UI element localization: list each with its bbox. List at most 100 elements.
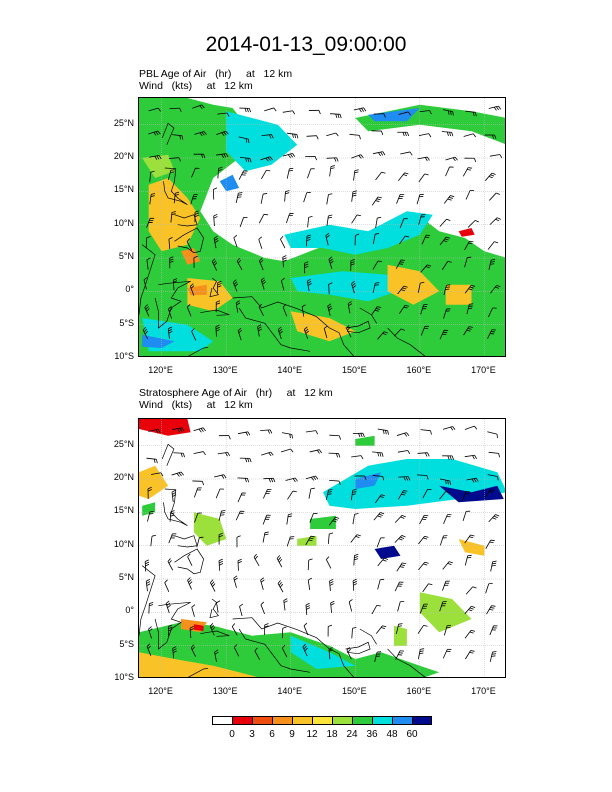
wind-barb (487, 474, 499, 481)
wind-barb (373, 512, 385, 521)
wind-barb (416, 193, 424, 205)
field-region (297, 535, 317, 546)
wind-barb (145, 236, 151, 248)
wind-barb (309, 449, 322, 454)
wind-barb (237, 558, 242, 571)
wind-barb (143, 277, 148, 290)
wind-barb (442, 109, 454, 116)
wind-barb (326, 193, 333, 205)
wind-barb (394, 514, 406, 523)
wind-barb (351, 154, 364, 159)
wind-barb (439, 535, 448, 546)
wind-barb (397, 600, 405, 612)
wind-barb (464, 554, 472, 566)
wind-barb (465, 189, 475, 200)
wind-barb (373, 113, 386, 118)
wind-barb (351, 455, 364, 460)
wind-barb (396, 432, 410, 437)
wind-barb (464, 256, 472, 268)
wind-barb (261, 169, 271, 180)
wind-barb (467, 220, 479, 228)
wind-barb (211, 258, 218, 271)
wind-barb (486, 605, 496, 615)
wind-barb (239, 217, 248, 228)
wind-barb (214, 649, 219, 662)
wind-barb (464, 534, 475, 544)
wind-barb (442, 648, 452, 659)
wind-barb (443, 308, 451, 319)
wind-barb (301, 304, 306, 317)
wind-barb (285, 477, 298, 483)
wind-barb (419, 603, 428, 614)
wind-barb (371, 604, 381, 615)
wind-barb (307, 577, 312, 591)
wind-barb (377, 331, 388, 340)
wind-barb (307, 168, 315, 179)
wind-barb (145, 578, 151, 592)
wind-barb (328, 282, 333, 295)
wind-barb (258, 236, 263, 249)
panel-2-lat-label: 5°N (118, 572, 134, 582)
wind-barb (350, 488, 357, 501)
panel-1-lat-label: 25°N (113, 117, 134, 128)
wind-barb (216, 130, 229, 136)
wind-barb (193, 451, 206, 456)
wind-barb (257, 324, 262, 337)
wind-barb (348, 599, 353, 612)
wind-barb (303, 192, 311, 203)
wind-barb (191, 328, 197, 341)
panel-1-lat-label: 20°N (113, 151, 134, 161)
wind-barb (168, 237, 173, 250)
wind-barb (239, 603, 244, 617)
wind-barb (304, 261, 309, 274)
panel-1-lon-label: 150°E (341, 365, 367, 375)
wind-barb (347, 301, 353, 314)
wind-barb (377, 428, 389, 435)
wind-barb (329, 479, 341, 486)
wind-barb (284, 190, 290, 202)
wind-barb (400, 151, 413, 156)
wind-barb (464, 605, 476, 615)
wind-barb (399, 304, 409, 314)
panel-2-lat-label: 10°N (113, 538, 134, 549)
wind-barb (418, 214, 426, 225)
panel-2-lat-label: 0° (125, 605, 134, 616)
wind-barb (489, 651, 497, 662)
field-region (387, 264, 440, 305)
wind-barb (325, 556, 332, 569)
colorbar-box (272, 716, 292, 725)
wind-barb (417, 282, 425, 293)
wind-barb (308, 109, 321, 115)
wind-barb (218, 532, 223, 545)
wind-barb (170, 211, 176, 223)
wind-barb (422, 488, 432, 499)
colorbar-label: 18 (326, 729, 338, 740)
wind-barb (307, 558, 313, 571)
wind-barb (277, 580, 284, 593)
wind-barb (192, 480, 205, 486)
field-region (368, 108, 420, 122)
wind-barb (488, 451, 501, 458)
wind-barb (442, 455, 454, 460)
field-region (193, 624, 204, 631)
panel-2-lon-label: 120°E (148, 686, 173, 696)
wind-barb (417, 648, 425, 660)
wind-barb (216, 600, 221, 613)
wind-barb (398, 490, 408, 500)
wind-barb (286, 132, 299, 139)
wind-barb (418, 535, 429, 545)
wind-barb (464, 425, 478, 430)
wind-barb (286, 513, 293, 525)
wind-barb (277, 326, 283, 340)
wind-barb (372, 233, 380, 245)
wind-barb (422, 583, 433, 593)
wind-barb (484, 489, 495, 499)
wind-barb (189, 625, 194, 639)
wind-barb (418, 173, 429, 183)
wind-barb (395, 259, 406, 269)
wind-barb (168, 533, 177, 544)
wind-barb (261, 451, 274, 457)
wind-barb (353, 553, 359, 566)
wind-barb (374, 651, 382, 662)
panel-2-lon-label: 150°E (341, 686, 367, 696)
